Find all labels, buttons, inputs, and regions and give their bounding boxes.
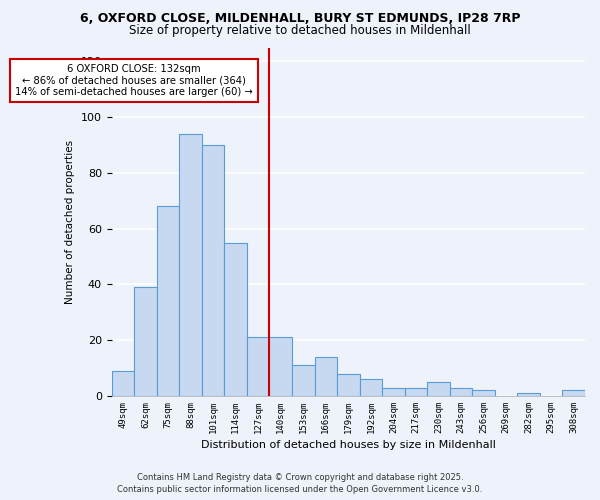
- Bar: [382, 388, 405, 396]
- Bar: [472, 390, 495, 396]
- Bar: [562, 390, 585, 396]
- X-axis label: Distribution of detached houses by size in Mildenhall: Distribution of detached houses by size …: [201, 440, 496, 450]
- Bar: [427, 382, 450, 396]
- Bar: [405, 388, 427, 396]
- Bar: [292, 366, 314, 396]
- Bar: [202, 145, 224, 396]
- Bar: [314, 357, 337, 396]
- Text: 6, OXFORD CLOSE, MILDENHALL, BURY ST EDMUNDS, IP28 7RP: 6, OXFORD CLOSE, MILDENHALL, BURY ST EDM…: [80, 12, 520, 26]
- Text: 6 OXFORD CLOSE: 132sqm
← 86% of detached houses are smaller (364)
14% of semi-de: 6 OXFORD CLOSE: 132sqm ← 86% of detached…: [16, 64, 253, 98]
- Text: Size of property relative to detached houses in Mildenhall: Size of property relative to detached ho…: [129, 24, 471, 37]
- Text: Contains HM Land Registry data © Crown copyright and database right 2025.
Contai: Contains HM Land Registry data © Crown c…: [118, 472, 482, 494]
- Bar: [224, 242, 247, 396]
- Bar: [517, 393, 540, 396]
- Bar: [450, 388, 472, 396]
- Bar: [359, 379, 382, 396]
- Y-axis label: Number of detached properties: Number of detached properties: [65, 140, 76, 304]
- Bar: [337, 374, 359, 396]
- Bar: [247, 338, 269, 396]
- Bar: [112, 371, 134, 396]
- Bar: [179, 134, 202, 396]
- Bar: [269, 338, 292, 396]
- Bar: [157, 206, 179, 396]
- Bar: [134, 287, 157, 396]
